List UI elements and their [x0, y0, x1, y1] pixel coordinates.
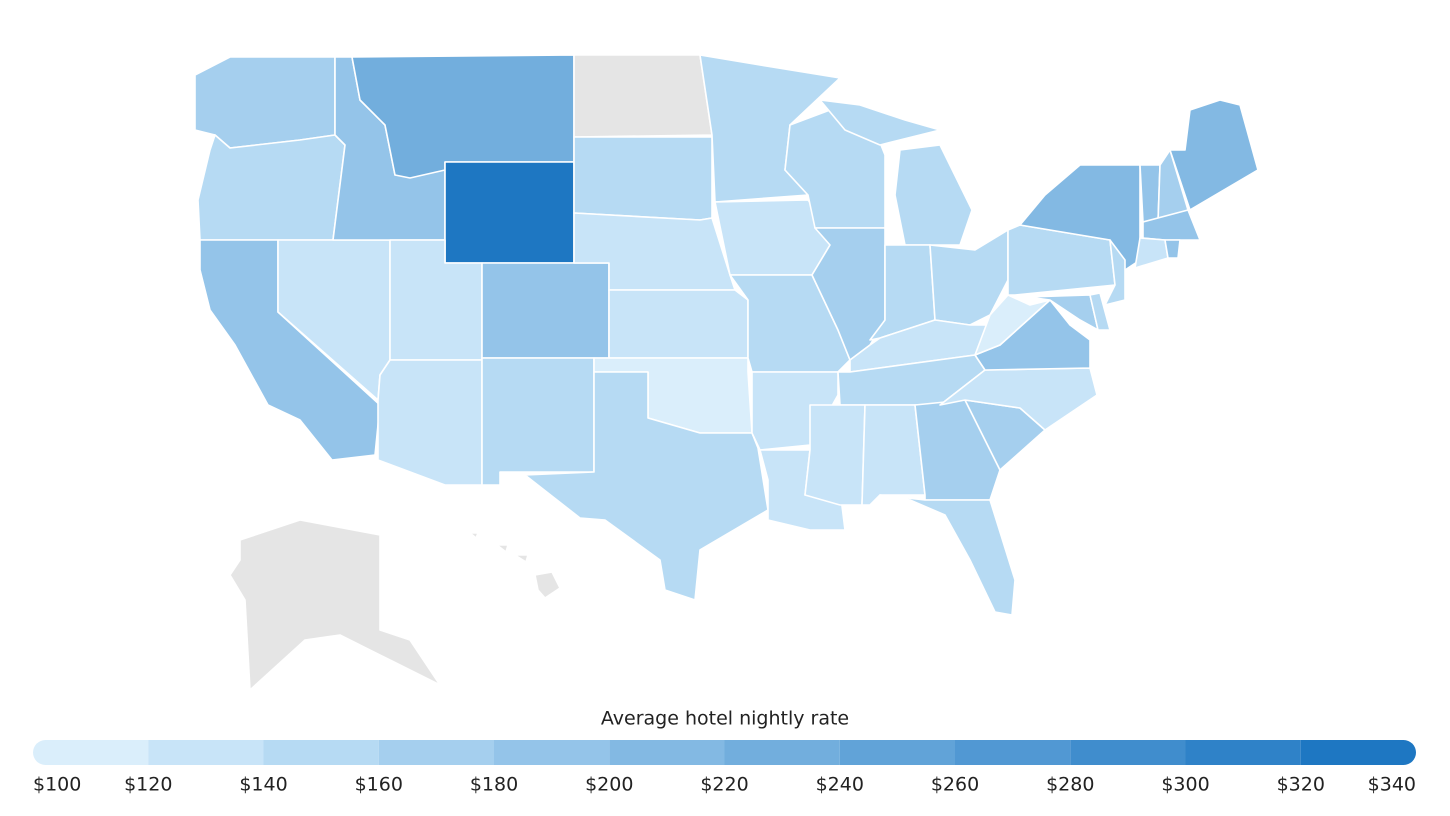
state	[229, 519, 441, 691]
legend-swatch	[494, 740, 610, 765]
state	[444, 161, 575, 264]
state	[524, 371, 769, 601]
legend-tick-label: $160	[355, 774, 403, 796]
legend-swatch	[955, 740, 1071, 765]
state	[861, 404, 926, 506]
state	[1139, 164, 1161, 223]
state	[1089, 292, 1111, 331]
legend-swatch	[724, 740, 840, 765]
state	[469, 532, 561, 599]
state	[194, 56, 336, 149]
legend-swatch	[263, 740, 379, 765]
legend-swatch	[33, 740, 149, 765]
state	[608, 289, 749, 359]
state	[573, 54, 713, 138]
states	[194, 54, 1259, 691]
legend-tick-label: $300	[1161, 774, 1209, 796]
legend-swatch	[1070, 740, 1186, 765]
legend-title: Average hotel nightly rate	[601, 708, 849, 730]
state	[573, 136, 713, 221]
legend-swatch	[839, 740, 955, 765]
legend-swatch	[609, 740, 725, 765]
state	[1164, 239, 1181, 259]
legend-swatch	[1185, 740, 1301, 765]
legend-tick-label: $200	[585, 774, 633, 796]
legend-tick-label: $220	[700, 774, 748, 796]
state	[377, 359, 483, 486]
legend-bar	[33, 740, 1416, 765]
state	[879, 494, 1016, 616]
legend-swatch	[378, 740, 494, 765]
legend-tick-label: $240	[816, 774, 864, 796]
state	[1169, 99, 1259, 211]
legend-tick-label: $260	[931, 774, 979, 796]
state	[1134, 237, 1169, 269]
legend-tick-label: $180	[470, 774, 518, 796]
state	[197, 134, 346, 241]
legend-tick-label: $340	[1368, 774, 1416, 796]
legend-tick-label: $100	[33, 774, 81, 796]
state	[819, 99, 973, 246]
state	[481, 357, 595, 486]
state	[1027, 294, 1099, 331]
legend-tick-label: $140	[239, 774, 287, 796]
state	[974, 294, 1051, 356]
legend-tick-label: $120	[124, 774, 172, 796]
state	[1142, 209, 1201, 241]
legend-tick-label: $320	[1277, 774, 1325, 796]
legend-swatch	[1300, 740, 1416, 765]
legend-tick-label: $280	[1046, 774, 1094, 796]
state	[481, 262, 610, 359]
legend-swatch	[148, 740, 264, 765]
state	[1104, 239, 1126, 306]
state	[804, 404, 866, 506]
